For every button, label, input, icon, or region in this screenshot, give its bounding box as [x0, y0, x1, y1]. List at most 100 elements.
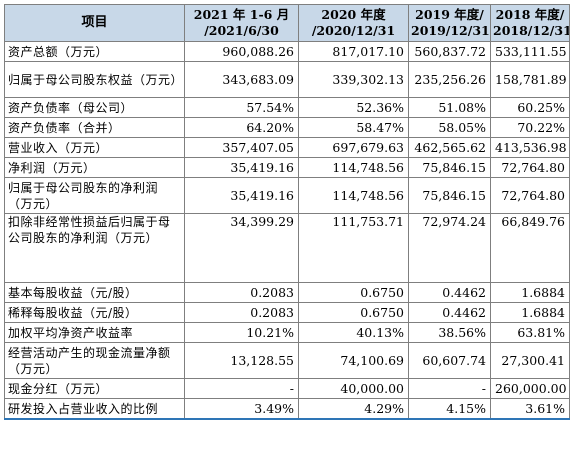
- cell-2020: 114,748.56: [298, 177, 409, 214]
- cell-2021h1: 64.20%: [184, 117, 299, 138]
- cell-2021h1: 3.49%: [184, 398, 299, 420]
- financial-indicators-table: 项目 2021 年 1-6 月 /2021/6/30 2020 年度 /2020…: [4, 4, 570, 420]
- cell-2019: 75,846.15: [408, 157, 491, 178]
- cell-2018: 27,300.41: [490, 342, 570, 379]
- cell-2021h1: 13,128.55: [184, 342, 299, 379]
- cell-2018: 3.61%: [490, 398, 570, 420]
- financial-table-container: 项目 2021 年 1-6 月 /2021/6/30 2020 年度 /2020…: [4, 4, 570, 450]
- cell-2018: 70.22%: [490, 117, 570, 138]
- header-2021h1-line1: 2021 年 1-6 月: [193, 7, 290, 22]
- cell-2021h1: 35,419.16: [184, 177, 299, 214]
- cell-2021h1: 960,088.26: [184, 41, 299, 62]
- row-label: 资产负债率（母公司）: [4, 97, 185, 118]
- row-label: 扣除非经常性损益后归属于母公司股东的净利润（万元）: [4, 213, 185, 283]
- cell-2019: 235,256.26: [408, 61, 491, 98]
- row-label: 研发投入占营业收入的比例: [4, 398, 185, 420]
- cell-2019: 0.4462: [408, 302, 491, 323]
- cell-2019: 72,974.24: [408, 213, 491, 283]
- header-2019: 2019 年度/ 2019/12/31: [408, 4, 491, 42]
- cell-2018: 72,764.80: [490, 157, 570, 178]
- table-row: 基本每股收益（元/股） 0.2083 0.6750 0.4462 1.6884: [4, 282, 570, 303]
- row-label: 稀释每股收益（元/股）: [4, 302, 185, 323]
- table-row: 加权平均净资产收益率 10.21% 40.13% 38.56% 63.81%: [4, 322, 570, 343]
- header-2021h1: 2021 年 1-6 月 /2021/6/30: [184, 4, 299, 42]
- table-row: 资产负债率（合并） 64.20% 58.47% 58.05% 70.22%: [4, 117, 570, 138]
- cell-2019: 462,565.62: [408, 137, 491, 158]
- header-2020-line2: /2020/12/31: [311, 23, 396, 38]
- cell-2020: 40,000.00: [298, 378, 409, 399]
- row-label: 资产总额（万元）: [4, 41, 185, 62]
- table-row: 净利润（万元） 35,419.16 114,748.56 75,846.15 7…: [4, 157, 570, 178]
- table-row: 扣除非经常性损益后归属于母公司股东的净利润（万元） 34,399.29 111,…: [4, 213, 570, 283]
- cell-2020: 817,017.10: [298, 41, 409, 62]
- cell-2019: 4.15%: [408, 398, 491, 420]
- cell-2019: 38.56%: [408, 322, 491, 343]
- header-2018-line2: 2018/12/31: [493, 23, 570, 38]
- cell-2020: 697,679.63: [298, 137, 409, 158]
- cell-2021h1: 0.2083: [184, 302, 299, 323]
- cell-2020: 4.29%: [298, 398, 409, 420]
- row-label: 现金分红（万元）: [4, 378, 185, 399]
- cell-2021h1: 35,419.16: [184, 157, 299, 178]
- row-label: 净利润（万元）: [4, 157, 185, 178]
- cell-2020: 58.47%: [298, 117, 409, 138]
- cell-2020: 111,753.71: [298, 213, 409, 283]
- cell-2018: 63.81%: [490, 322, 570, 343]
- header-2018: 2018 年度/ 2018/12/31: [490, 4, 570, 42]
- cell-2020: 0.6750: [298, 282, 409, 303]
- cell-2021h1: 10.21%: [184, 322, 299, 343]
- cell-2019: 58.05%: [408, 117, 491, 138]
- header-2020: 2020 年度 /2020/12/31: [298, 4, 409, 42]
- cell-2018: 413,536.98: [490, 137, 570, 158]
- cell-2021h1: 34,399.29: [184, 213, 299, 283]
- cell-2018: 1.6884: [490, 302, 570, 323]
- row-label: 归属于母公司股东权益（万元）: [4, 61, 185, 98]
- cell-2019: 560,837.72: [408, 41, 491, 62]
- cell-2020: 52.36%: [298, 97, 409, 118]
- cell-2018: 72,764.80: [490, 177, 570, 214]
- row-label: 资产负债率（合并）: [4, 117, 185, 138]
- cell-2021h1: 0.2083: [184, 282, 299, 303]
- table-row: 资产负债率（母公司） 57.54% 52.36% 51.08% 60.25%: [4, 97, 570, 118]
- row-label: 营业收入（万元）: [4, 137, 185, 158]
- row-label: 归属于母公司股东的净利润（万元）: [4, 177, 185, 214]
- cell-2018: 158,781.89: [490, 61, 570, 98]
- cell-2019: 0.4462: [408, 282, 491, 303]
- header-2019-line2: 2019/12/31: [411, 23, 490, 38]
- row-label: 经营活动产生的现金流量净额（万元）: [4, 342, 185, 379]
- table-row: 经营活动产生的现金流量净额（万元） 13,128.55 74,100.69 60…: [4, 342, 570, 379]
- table-row: 稀释每股收益（元/股） 0.2083 0.6750 0.4462 1.6884: [4, 302, 570, 323]
- header-2018-line1: 2018 年度/: [495, 7, 565, 22]
- cell-2019: -: [408, 378, 491, 399]
- cell-2018: 1.6884: [490, 282, 570, 303]
- cell-2021h1: 343,683.09: [184, 61, 299, 98]
- table-row: 营业收入（万元） 357,407.05 697,679.63 462,565.6…: [4, 137, 570, 158]
- header-2021h1-line2: /2021/6/30: [204, 23, 279, 38]
- row-label: 加权平均净资产收益率: [4, 322, 185, 343]
- cell-2019: 75,846.15: [408, 177, 491, 214]
- cell-2020: 0.6750: [298, 302, 409, 323]
- table-row: 现金分红（万元） - 40,000.00 - 260,000.00: [4, 378, 570, 399]
- table-row: 归属于母公司股东权益（万元） 343,683.09 339,302.13 235…: [4, 61, 570, 98]
- table-row: 归属于母公司股东的净利润（万元） 35,419.16 114,748.56 75…: [4, 177, 570, 214]
- header-2020-line1: 2020 年度: [321, 7, 386, 22]
- cell-2020: 40.13%: [298, 322, 409, 343]
- cell-2019: 60,607.74: [408, 342, 491, 379]
- cell-2018: 66,849.76: [490, 213, 570, 283]
- table-header-row: 项目 2021 年 1-6 月 /2021/6/30 2020 年度 /2020…: [4, 4, 570, 42]
- cell-2019: 51.08%: [408, 97, 491, 118]
- cell-2020: 339,302.13: [298, 61, 409, 98]
- header-2019-line1: 2019 年度/: [415, 7, 484, 22]
- cell-2018: 60.25%: [490, 97, 570, 118]
- cell-2018: 533,111.55: [490, 41, 570, 62]
- cell-2020: 74,100.69: [298, 342, 409, 379]
- cell-2020: 114,748.56: [298, 157, 409, 178]
- row-label: 基本每股收益（元/股）: [4, 282, 185, 303]
- header-item: 项目: [4, 4, 185, 42]
- cell-2018: 260,000.00: [490, 378, 570, 399]
- table-row: 研发投入占营业收入的比例 3.49% 4.29% 4.15% 3.61%: [4, 398, 570, 420]
- table-row: 资产总额（万元） 960,088.26 817,017.10 560,837.7…: [4, 41, 570, 62]
- cell-2021h1: 57.54%: [184, 97, 299, 118]
- cell-2021h1: -: [184, 378, 299, 399]
- cell-2021h1: 357,407.05: [184, 137, 299, 158]
